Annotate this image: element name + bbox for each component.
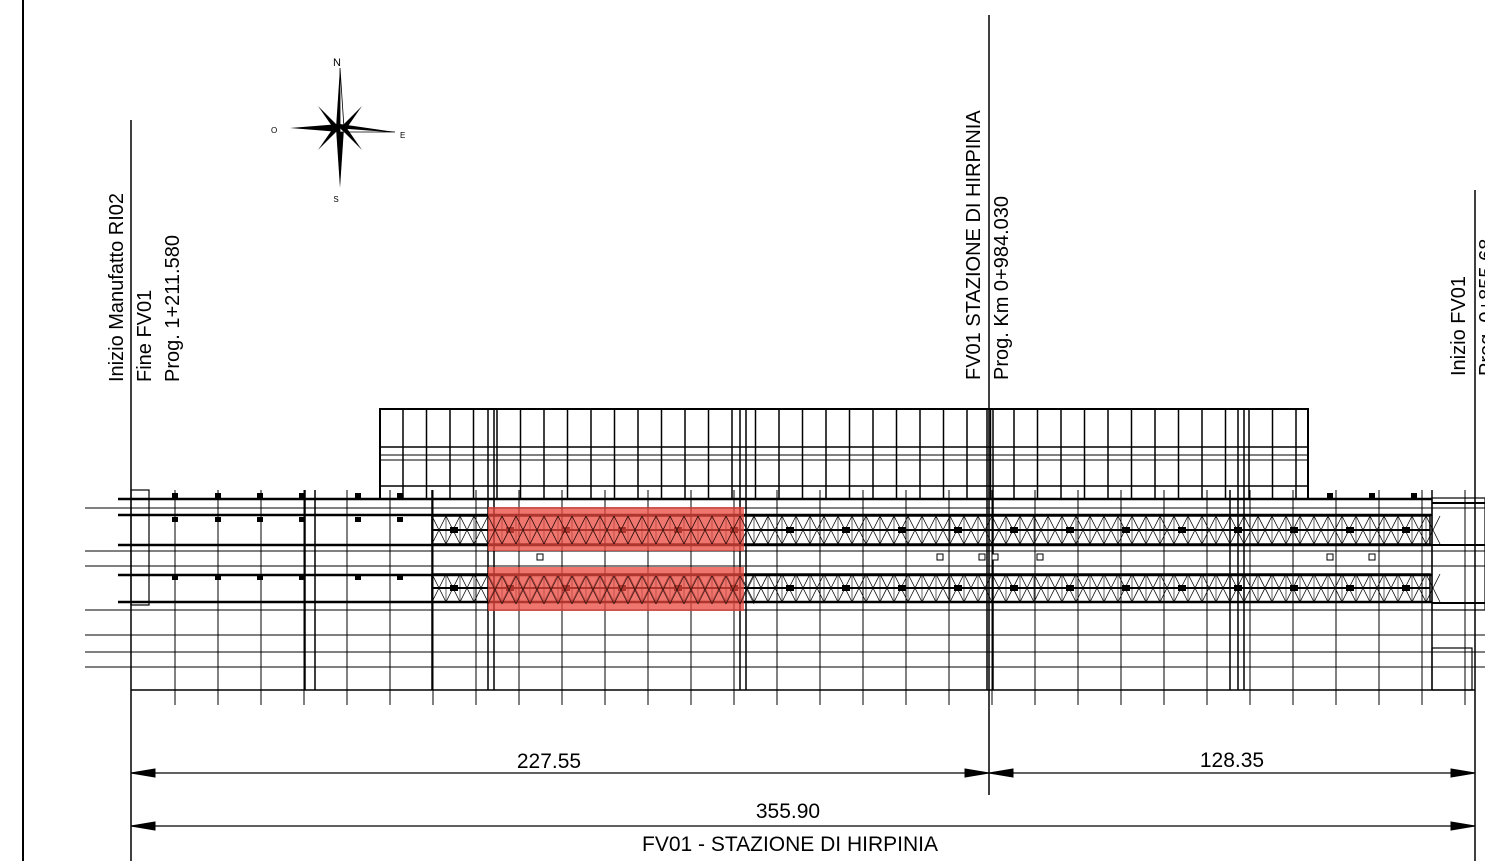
compass-south-label: S: [333, 195, 338, 204]
dimension-right-value: 128.35: [1200, 749, 1264, 772]
track-lines: [85, 489, 1485, 691]
highlight-zone-lower: [488, 567, 744, 611]
compass-rose-icon: [290, 67, 396, 188]
dimension-partial: [130, 768, 1476, 778]
dimension-left-value: 227.55: [517, 750, 581, 773]
svg-text:Inizio FV01: Inizio FV01: [1448, 276, 1470, 376]
compass-west-label: O: [271, 126, 277, 135]
station-marker-label: FV01 STAZIONE DI HIRPINIA Prog. Km 0+984…: [963, 110, 1013, 380]
svg-text:Fine FV01: Fine FV01: [134, 290, 156, 382]
svg-text:Prog. 0+855.68: Prog. 0+855.68: [1476, 239, 1485, 376]
dimension-total-value: 355.90: [756, 800, 820, 823]
structure-grid: [174, 490, 1466, 705]
right-marker-label: Inizio FV01 Prog. 0+855.68: [1448, 239, 1485, 376]
dimension-total: [130, 821, 1476, 831]
svg-text:Prog. Km 0+984.030: Prog. Km 0+984.030: [991, 196, 1013, 380]
drawing-title: FV01 - STAZIONE DI HIRPINIA: [642, 833, 938, 856]
compass-east-label: E: [400, 131, 405, 140]
post-markers: [172, 493, 1417, 580]
svg-text:Prog. 1+211.580: Prog. 1+211.580: [162, 235, 184, 382]
left-marker-label: Inizio Manufatto RI02 Fine FV01 Prog. 1+…: [106, 193, 184, 382]
svg-text:Inizio Manufatto RI02: Inizio Manufatto RI02: [106, 193, 128, 382]
highlight-zone-upper: [488, 507, 744, 551]
compass-north-label: N: [333, 57, 341, 69]
svg-text:FV01 STAZIONE DI HIRPINIA: FV01 STAZIONE DI HIRPINIA: [963, 110, 985, 380]
